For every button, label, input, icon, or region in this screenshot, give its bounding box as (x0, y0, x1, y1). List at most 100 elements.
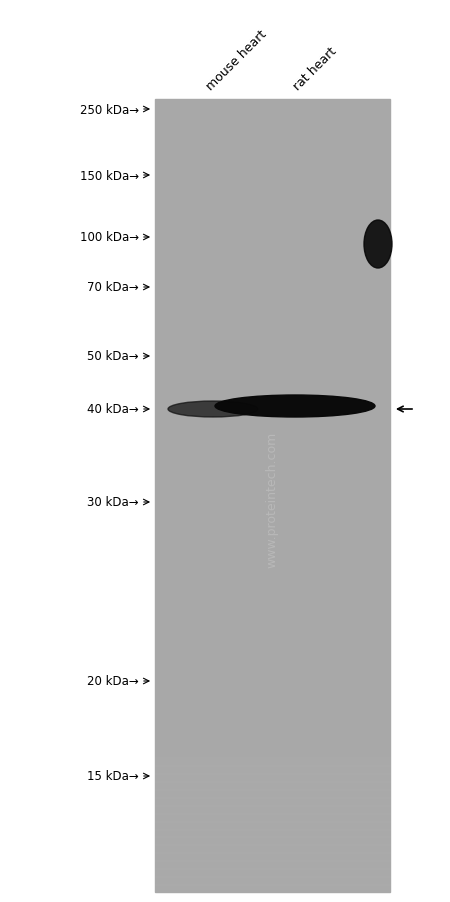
Bar (155, 781, 390, 790)
Bar (155, 298, 390, 307)
Bar (155, 765, 390, 774)
Text: 250 kDa→: 250 kDa→ (80, 104, 139, 116)
Bar (155, 647, 390, 656)
Bar (155, 551, 390, 560)
Bar (155, 622, 390, 631)
Bar (155, 686, 390, 695)
Bar (155, 393, 390, 402)
Bar (155, 448, 390, 457)
Bar (155, 662, 390, 671)
Bar (155, 243, 390, 252)
Text: mouse heart: mouse heart (204, 28, 269, 93)
Bar (155, 187, 390, 196)
Bar (155, 773, 390, 782)
Bar (155, 290, 390, 299)
Bar (155, 179, 390, 188)
Bar (155, 758, 390, 767)
Bar (155, 218, 390, 227)
Bar (155, 805, 390, 814)
Bar (155, 591, 390, 600)
Bar (155, 329, 390, 338)
Bar (155, 797, 390, 805)
Bar (155, 630, 390, 640)
Bar (155, 607, 390, 616)
Ellipse shape (364, 221, 392, 269)
Bar (155, 861, 390, 870)
Text: 40 kDa→: 40 kDa→ (87, 403, 139, 416)
Bar (155, 741, 390, 750)
Text: 70 kDa→: 70 kDa→ (87, 281, 139, 294)
Bar (155, 710, 390, 719)
Bar (155, 528, 390, 537)
Bar (155, 409, 390, 418)
Bar (155, 694, 390, 703)
Bar (155, 322, 390, 331)
Bar (155, 884, 390, 893)
Bar (155, 235, 390, 244)
Bar (155, 702, 390, 711)
Bar (155, 314, 390, 323)
Bar (155, 132, 390, 141)
Bar (155, 465, 390, 474)
Bar (155, 844, 390, 853)
Text: 150 kDa→: 150 kDa→ (80, 170, 139, 182)
Bar (155, 266, 390, 275)
Bar (155, 251, 390, 259)
Bar (155, 203, 390, 212)
Text: 20 kDa→: 20 kDa→ (87, 675, 139, 687)
Bar (155, 480, 390, 489)
Bar (155, 718, 390, 727)
Bar (155, 377, 390, 386)
Bar (155, 155, 390, 164)
Bar (155, 615, 390, 623)
Bar (155, 876, 390, 885)
Bar (155, 472, 390, 481)
Bar (155, 282, 390, 291)
Bar (155, 433, 390, 441)
Bar (155, 488, 390, 497)
Bar (155, 733, 390, 742)
Bar (155, 599, 390, 608)
Bar (155, 258, 390, 267)
Bar (155, 124, 390, 133)
Bar (155, 852, 390, 861)
Bar (155, 789, 390, 798)
Bar (155, 400, 390, 410)
Bar (155, 163, 390, 172)
Bar (155, 100, 390, 109)
Bar (155, 306, 390, 315)
Bar (155, 354, 390, 363)
Bar (155, 836, 390, 845)
Bar (155, 654, 390, 663)
Bar (155, 226, 390, 235)
Bar (155, 345, 390, 354)
Bar (155, 147, 390, 156)
Bar (155, 337, 390, 346)
Bar (155, 195, 390, 204)
Bar (155, 456, 390, 465)
Bar (155, 362, 390, 370)
Bar (155, 670, 390, 679)
Bar (155, 417, 390, 426)
Ellipse shape (215, 396, 375, 418)
Bar (155, 829, 390, 838)
Bar (155, 583, 390, 592)
Bar (155, 171, 390, 180)
Text: 50 kDa→: 50 kDa→ (87, 350, 139, 364)
Bar (155, 726, 390, 734)
Bar (155, 425, 390, 434)
Bar (155, 544, 390, 552)
Bar (155, 813, 390, 822)
Text: rat heart: rat heart (291, 45, 339, 93)
Bar (155, 274, 390, 283)
Bar (155, 750, 390, 759)
Bar (155, 567, 390, 576)
Bar (155, 504, 390, 513)
Text: 30 kDa→: 30 kDa→ (87, 496, 139, 509)
Bar (155, 511, 390, 520)
Bar (155, 575, 390, 584)
Bar (155, 100, 390, 892)
Bar (155, 520, 390, 529)
Bar (155, 496, 390, 505)
Bar (155, 639, 390, 648)
